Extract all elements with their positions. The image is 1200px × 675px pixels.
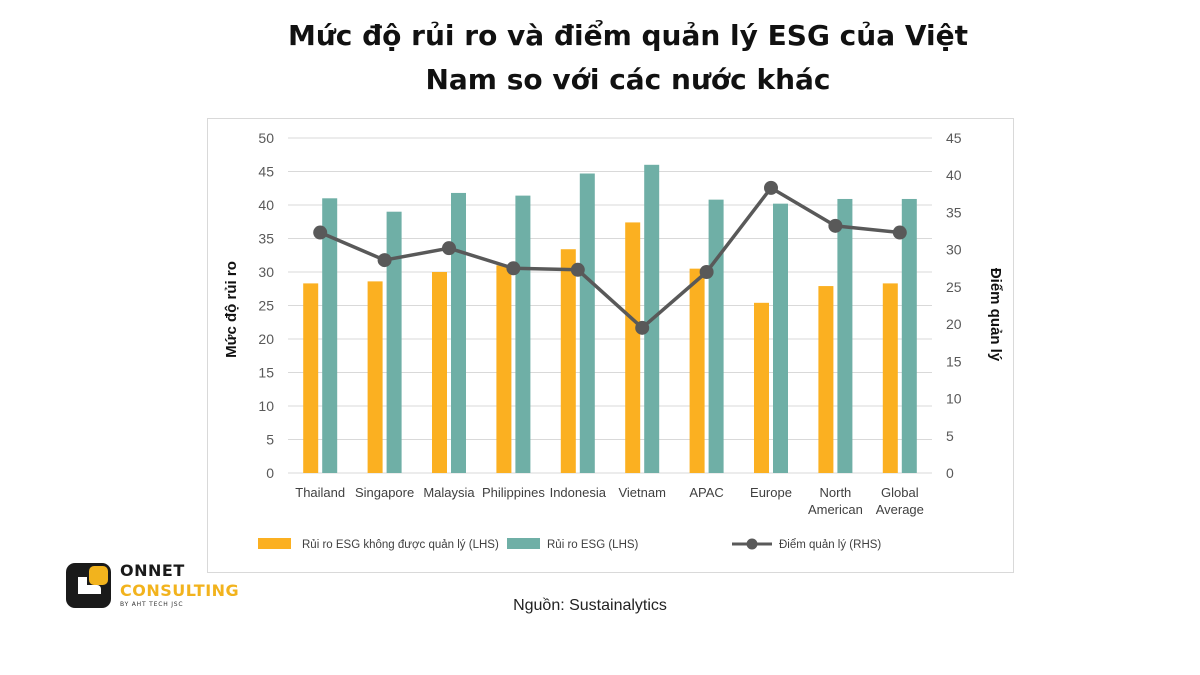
y-left-tick-label: 5	[266, 432, 274, 448]
x-tick-label: Vietnam	[618, 485, 665, 500]
x-tick-label: American	[808, 502, 863, 517]
management-score-line	[319, 186, 900, 330]
chart-svg: 0 5 10 15 20 25 30 35 40 45 50 0 5 10 15 20 25 30 35 40 45 Mứ…	[223, 130, 1004, 551]
management-score-point	[764, 180, 778, 195]
y-left-tick-label: 25	[258, 298, 274, 314]
y-left-tick-label: 45	[258, 164, 274, 180]
y-left-tick-label: 15	[258, 365, 274, 381]
management-score-point	[313, 225, 328, 240]
x-tick-label: Thailand	[295, 485, 345, 500]
chart-title-line1: Mức độ rủi ro và điểm quản lý ESG của Vi…	[288, 19, 968, 52]
management-score-point	[699, 265, 714, 279]
y-right-tick-label: 20	[946, 316, 962, 332]
y-right-tick-label: 35	[946, 204, 962, 220]
source-note: Nguồn: Sustainalytics	[513, 597, 667, 614]
x-tick-label: Philippines	[482, 485, 545, 500]
management-score-point	[442, 241, 456, 256]
bar-unmanaged-risk	[303, 283, 319, 473]
legend-label-unmanaged-risk: Rủi ro ESG không được quản lý (LHS)	[302, 539, 499, 551]
x-tick-label: North	[820, 485, 852, 500]
x-tick-label: Europe	[750, 485, 792, 500]
legend-label-esg-risk: Rủi ro ESG (LHS)	[547, 539, 639, 551]
chart-frame: 0 5 10 15 20 25 30 35 40 45 50 0 5 10 15 20 25 30 35 40 45 Mứ…	[207, 118, 1014, 573]
legend-swatch-unmanaged-risk	[258, 538, 291, 549]
x-tick-label: Indonesia	[550, 485, 607, 500]
logo-tagline: BY AHT TECH JSC	[120, 601, 184, 608]
chart-title: Mức độ rủi ro và điểm quản lý ESG của Vi…	[200, 14, 1056, 102]
bar-esg-risk	[386, 211, 402, 473]
y-right-tick-label: 15	[946, 353, 962, 369]
bar-unmanaged-risk	[496, 265, 512, 473]
management-score-point	[635, 320, 650, 335]
bar-unmanaged-risk	[818, 286, 834, 473]
y-left-tick-label: 40	[258, 197, 274, 213]
bar-esg-risk	[515, 195, 531, 473]
y-right-tick-label: 30	[946, 242, 962, 258]
bar-unmanaged-risk	[754, 302, 769, 473]
management-score-point	[506, 261, 521, 276]
bar-unmanaged-risk	[882, 283, 898, 473]
x-tick-label: Singapore	[355, 485, 414, 500]
bar-esg-risk	[773, 203, 788, 473]
y-right-tick-label: 45	[946, 130, 962, 146]
management-score-point	[570, 262, 585, 277]
logo-mark-icon	[66, 563, 111, 608]
chart-title-line2: Nam so với các nước khác	[425, 63, 831, 96]
y-right-tick-label: 5	[946, 428, 954, 444]
legend-label-management-score: Điểm quản lý (RHS)	[779, 539, 881, 551]
bar-esg-risk	[708, 199, 724, 473]
x-tick-label: Average	[876, 502, 924, 517]
y-right-tick-label: 25	[946, 279, 962, 295]
y-left-tick-label: 10	[258, 398, 274, 414]
y-right-axis-label: Điểm quản lý	[987, 268, 1004, 362]
y-left-tick-label: 35	[258, 231, 274, 247]
y-right-tick-label: 10	[946, 391, 962, 407]
management-score-point	[828, 218, 843, 233]
x-tick-label: Malaysia	[423, 485, 475, 500]
bar-unmanaged-risk	[432, 272, 447, 473]
bar-esg-risk	[837, 198, 853, 473]
y-left-tick-label: 30	[258, 264, 274, 280]
bar-unmanaged-risk	[367, 281, 383, 473]
x-tick-label: Global	[881, 485, 919, 500]
y-right-tick-label: 40	[946, 167, 962, 183]
bar-unmanaged-risk	[625, 222, 641, 473]
management-score-point	[377, 253, 392, 268]
y-left-tick-label: 0	[266, 465, 274, 481]
bar-unmanaged-risk	[689, 268, 705, 473]
bar-esg-risk	[901, 198, 917, 473]
logo-subtitle: CONSULTING	[120, 581, 240, 600]
y-left-tick-label: 50	[258, 130, 274, 146]
bar-esg-risk	[579, 173, 595, 473]
legend-marker-management-score	[746, 538, 758, 550]
x-tick-label: APAC	[689, 485, 723, 500]
company-logo: ONNET CONSULTING BY AHT TECH JSC	[66, 561, 266, 613]
bar-esg-risk	[322, 198, 338, 474]
y-right-tick-label: 0	[946, 465, 954, 481]
logo-name: ONNET	[120, 561, 185, 580]
legend-swatch-esg-risk	[507, 538, 540, 549]
bar-esg-risk	[451, 192, 466, 473]
y-left-tick-label: 20	[258, 331, 274, 347]
y-left-axis-label: Mức độ rủi ro	[223, 261, 240, 358]
management-score-point	[892, 225, 907, 240]
bar-unmanaged-risk	[560, 249, 576, 473]
